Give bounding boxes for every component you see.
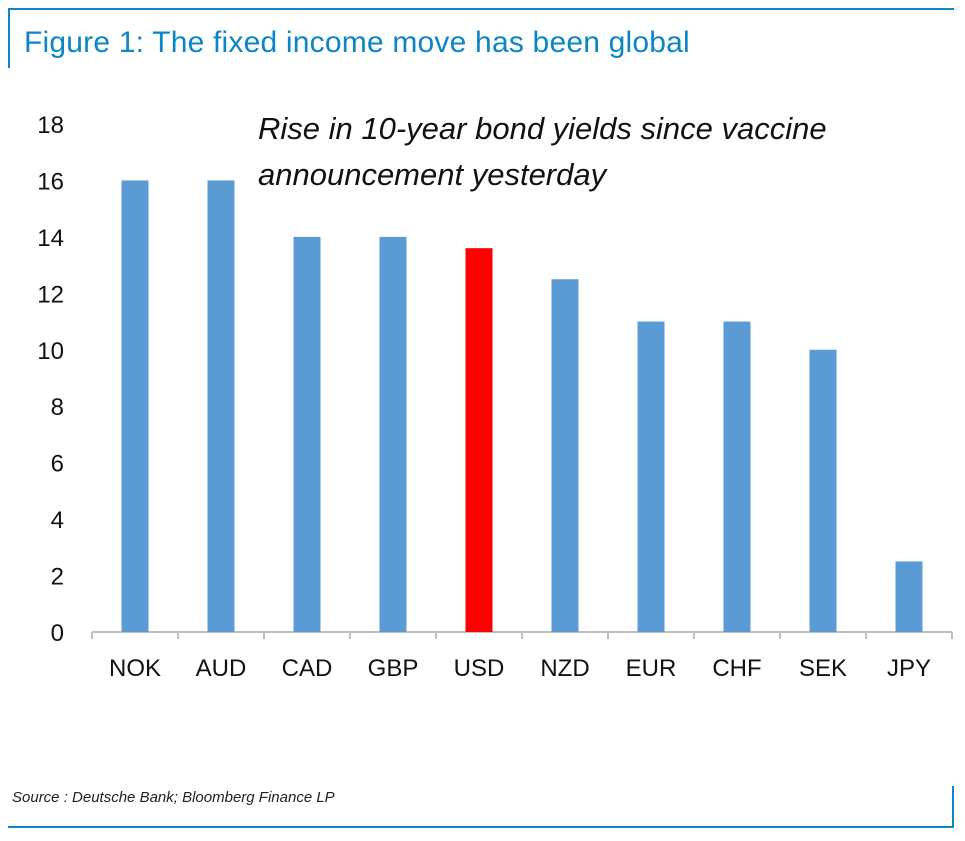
bar-gbp <box>379 236 407 632</box>
bar-nok <box>121 180 149 632</box>
y-tick-label: 4 <box>51 507 64 534</box>
bar-nzd <box>551 279 579 632</box>
x-tick-label: GBP <box>368 655 419 682</box>
frame-right-rule <box>952 786 954 828</box>
bar-cad <box>293 236 321 632</box>
annotation-line-1: Rise in 10-year bond yields since vaccin… <box>258 111 827 146</box>
bar-usd <box>465 248 493 632</box>
bar-eur <box>637 321 665 632</box>
x-tick-label: NZD <box>540 655 589 682</box>
x-tick-label: SEK <box>799 655 847 682</box>
frame-top-rule <box>8 8 954 10</box>
y-tick-label: 6 <box>51 451 64 478</box>
x-tick-label: EUR <box>626 655 677 682</box>
bar-aud <box>207 180 235 632</box>
y-tick-label: 12 <box>37 281 64 308</box>
x-tick-label: USD <box>454 655 505 682</box>
x-tick-label: JPY <box>887 655 931 682</box>
x-tick-label: CAD <box>282 655 333 682</box>
y-tick-label: 10 <box>37 338 64 365</box>
y-tick-label: 0 <box>51 620 64 647</box>
x-tick-label: NOK <box>109 655 161 682</box>
y-tick-label: 14 <box>37 225 64 252</box>
x-axis: NOK AUD CAD GBP USD NZD EUR CHF SEK JPY <box>91 631 953 682</box>
bar-chf <box>723 321 751 632</box>
y-tick-label: 16 <box>37 168 64 195</box>
bars <box>121 180 923 632</box>
y-tick-label: 8 <box>51 394 64 421</box>
y-tick-label: 18 <box>37 112 64 139</box>
bar-sek <box>809 349 837 632</box>
x-tick-label: CHF <box>712 655 761 682</box>
annotation-line-2: announcement yesterday <box>258 157 609 192</box>
y-tick-label: 2 <box>51 564 64 591</box>
figure-title: Figure 1: The fixed income move has been… <box>24 26 690 59</box>
frame-bottom-rule <box>8 826 954 828</box>
y-axis: 0 2 4 6 8 10 12 14 16 18 <box>37 112 64 647</box>
source-note: Source : Deutsche Bank; Bloomberg Financ… <box>12 789 335 806</box>
x-tick-label: AUD <box>196 655 247 682</box>
bar-jpy <box>895 561 923 632</box>
frame-left-rule <box>8 8 10 68</box>
